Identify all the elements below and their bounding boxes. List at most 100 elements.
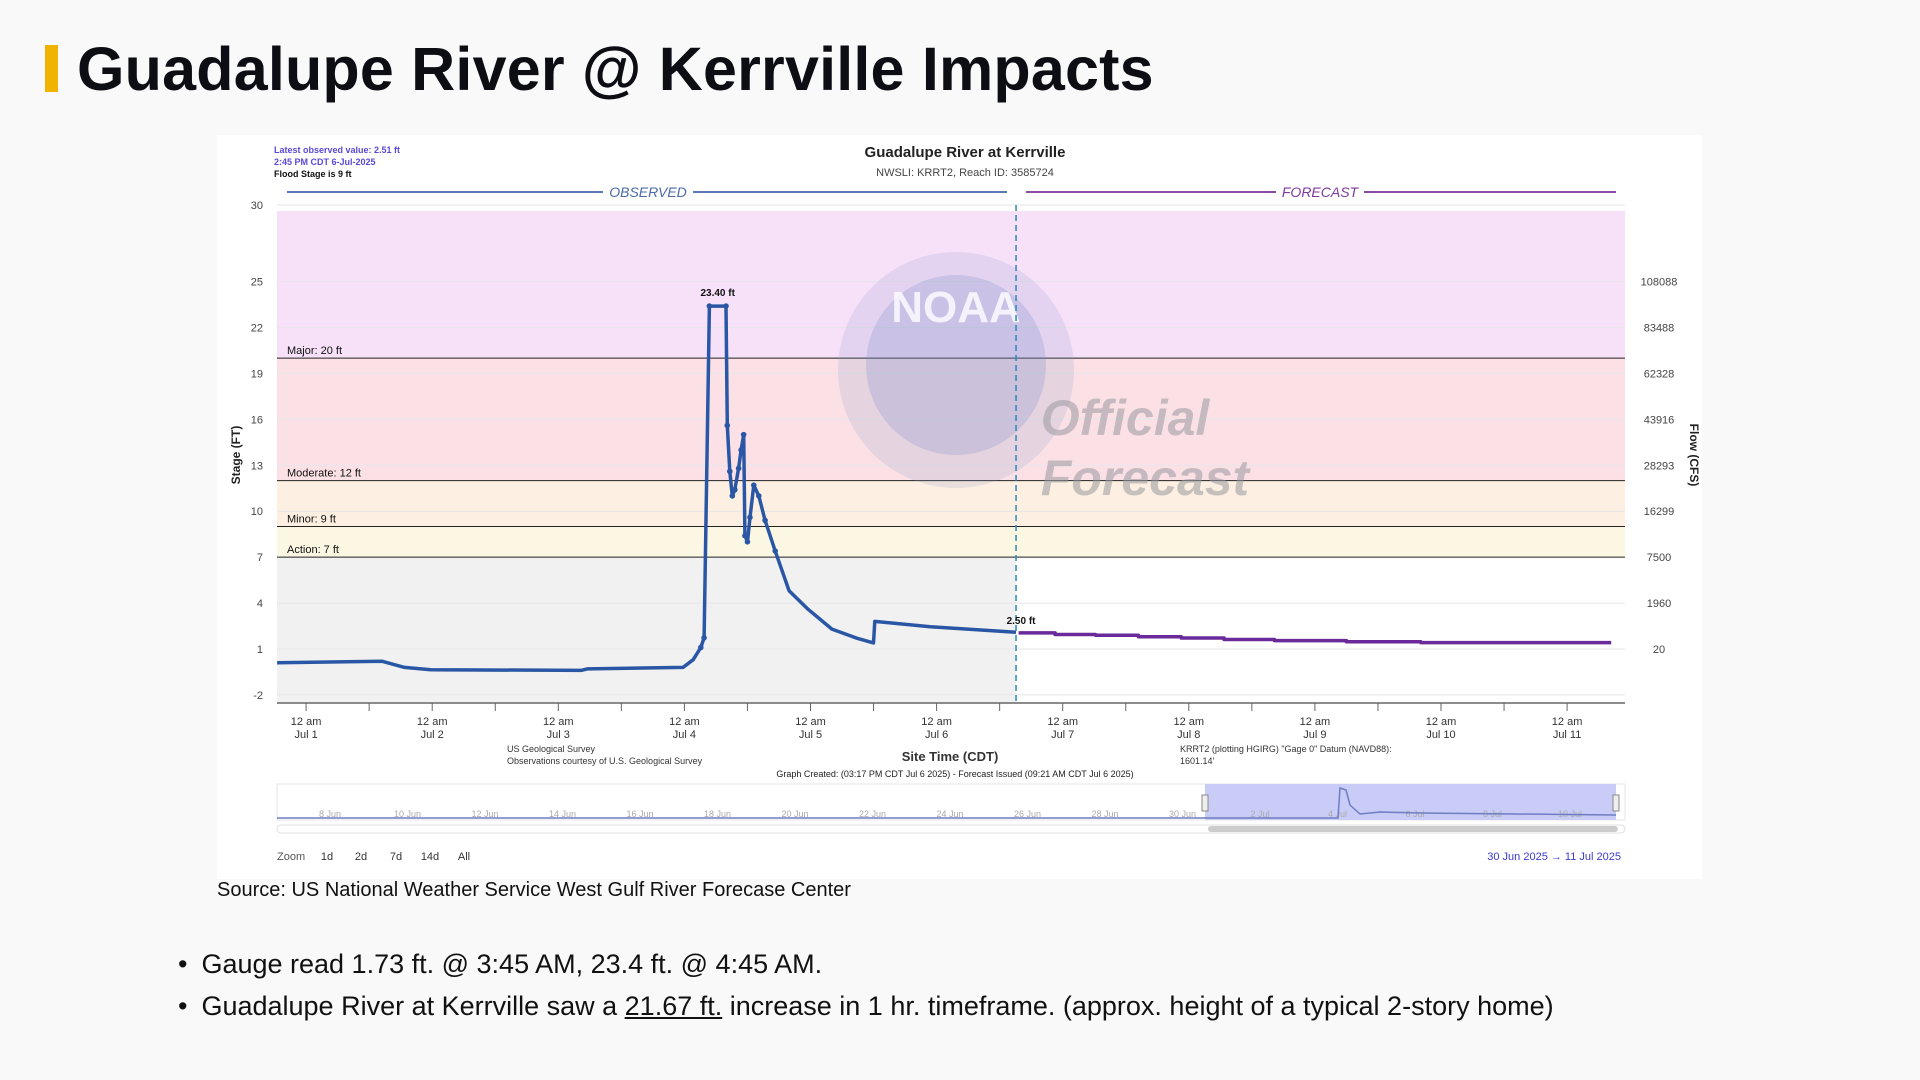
y2-tick-label: 16299 (1644, 506, 1675, 518)
increase-value: 21.67 ft. (624, 991, 723, 1021)
x-tick-label-time: 12 am (291, 716, 322, 728)
y2-tick-label: 62328 (1644, 368, 1675, 380)
source-caption: Source: US National Weather Service West… (217, 879, 851, 901)
x-tick-label-date: Jul 11 (1553, 729, 1582, 741)
navigator-label: 26 Jun (1014, 809, 1041, 819)
navigator-right-handle[interactable] (1612, 794, 1620, 812)
navigator-label: 2 Jul (1250, 809, 1269, 819)
navigator-label: 30 Jun (1169, 809, 1196, 819)
observed-stage-point (755, 493, 762, 499)
x-tick-label-time: 12 am (417, 716, 448, 728)
x-axis-label: Site Time (CDT) (902, 749, 999, 764)
x-tick-label-time: 12 am (1552, 716, 1583, 728)
x-tick-label-date: Jul 6 (925, 729, 948, 741)
y2-tick-label: 83488 (1644, 322, 1675, 334)
observed-label: OBSERVED (609, 184, 687, 200)
x-tick-label-time: 12 am (921, 716, 952, 728)
y2-tick-label: 108088 (1641, 277, 1678, 289)
usgs-credit: US Geological Survey (507, 744, 596, 754)
navigator-label: 28 Jun (1091, 809, 1118, 819)
navigator-series (277, 786, 1617, 819)
observed-stage-point (772, 548, 778, 554)
observed-stage-point (697, 644, 704, 651)
datum-note-2: 1601.14' (1180, 756, 1215, 766)
y-axis-label: Stage (FT) (229, 426, 243, 485)
info-line: Latest observed value: 2.51 ft (274, 145, 400, 155)
y2-tick-label: 1960 (1647, 598, 1671, 610)
y-tick-label: 10 (251, 506, 263, 518)
observed-stage-point (706, 303, 713, 309)
x-tick-label-time: 12 am (543, 716, 574, 728)
navigator-label: 20 Jun (781, 809, 808, 819)
navigator-label: 18 Jun (704, 809, 731, 819)
y-tick-label: 22 (251, 322, 263, 334)
y2-tick-label: 20 (1653, 644, 1665, 656)
observed-stage-point (726, 468, 733, 475)
x-tick-label-date: Jul 8 (1177, 729, 1200, 741)
x-tick-label-date: Jul 4 (673, 729, 696, 741)
x-tick-label-date: Jul 1 (294, 729, 317, 741)
x-tick-label-date: Jul 10 (1426, 729, 1455, 741)
observed-label-bg (603, 183, 693, 201)
y2-tick-label: 43916 (1644, 414, 1675, 426)
noaa-logo-watermark (838, 252, 1074, 488)
y2-tick-label: 7500 (1647, 552, 1671, 564)
page-title: Guadalupe River @ Kerrville Impacts (77, 35, 1154, 103)
band-major (277, 211, 1625, 359)
y-tick-label: 4 (257, 598, 263, 610)
observed-stage-point (744, 539, 751, 545)
x-tick-label-date: Jul 7 (1051, 729, 1074, 741)
navigator-label: 16 Jun (626, 809, 653, 819)
x-tick-label-time: 12 am (1047, 716, 1078, 728)
x-tick-label-date: Jul 9 (1303, 729, 1326, 741)
navigator-label: 22 Jun (859, 809, 886, 819)
zoom-button-All[interactable]: All (458, 851, 470, 863)
threshold-label: Action: 7 ft (287, 544, 339, 556)
x-tick-label-date: Jul 2 (421, 729, 444, 741)
title-accent-bar (45, 45, 58, 92)
navigator-label: 14 Jun (549, 809, 576, 819)
zoom-button-2d[interactable]: 2d (355, 851, 367, 863)
observed-stage-point (729, 493, 736, 499)
date-range-display[interactable]: 30 Jun 2025 → 11 Jul 2025 (1487, 851, 1621, 863)
observed-stage-point (740, 431, 747, 438)
zoom-button-14d[interactable]: 14d (421, 851, 439, 863)
observed-stage-point (732, 486, 738, 493)
observed-stage-point (735, 465, 742, 472)
bullet-dot: • (178, 949, 188, 979)
observed-stage-point (742, 532, 748, 539)
y-tick-label: 16 (251, 414, 263, 426)
observed-stage-point (762, 517, 768, 524)
y-tick-label: 19 (251, 368, 263, 380)
observed-stage-point (723, 303, 729, 309)
observed-stage-point (724, 422, 731, 429)
navigator-label: 10 Jun (394, 809, 421, 819)
y2-tick-label: 28293 (1644, 460, 1675, 472)
bullet-text: Gauge read 1.73 ft. @ 3:45 AM, 23.4 ft. … (201, 949, 823, 979)
chart-subtitle: NWSLI: KRRT2, Reach ID: 3585724 (876, 167, 1054, 179)
band-action (277, 526, 1625, 558)
y-tick-label: 25 (251, 277, 263, 289)
bullet-text: Guadalupe River at Kerrville saw a 21.67… (201, 991, 1554, 1021)
navigator-scrollbar-thumb[interactable] (1208, 826, 1618, 832)
x-tick-label-time: 12 am (669, 716, 700, 728)
chart-title: Guadalupe River at Kerrville (865, 144, 1066, 161)
threshold-label: Minor: 9 ft (287, 514, 336, 526)
forecast-start-label: 2.50 ft (1007, 616, 1037, 627)
zoom-button-7d[interactable]: 7d (390, 851, 402, 863)
x-tick-label-time: 12 am (795, 716, 826, 728)
threshold-label: Moderate: 12 ft (287, 468, 361, 480)
watermark-forecast: Forecast (1041, 450, 1252, 506)
bullet-dot: • (178, 991, 188, 1021)
forecast-label: FORECAST (1282, 184, 1360, 200)
navigator-left-handle[interactable] (1201, 794, 1209, 812)
navigator-label: 12 Jun (471, 809, 498, 819)
x-tick-label-time: 12 am (1426, 716, 1457, 728)
observed-stage-point (750, 482, 757, 488)
band-minor (277, 480, 1625, 527)
observed-stage-point (738, 447, 744, 453)
y-tick-label: 1 (257, 644, 263, 656)
bullet-list: • Gauge read 1.73 ft. @ 3:45 AM, 23.4 ft.… (178, 943, 1554, 1027)
zoom-button-1d[interactable]: 1d (321, 851, 333, 863)
